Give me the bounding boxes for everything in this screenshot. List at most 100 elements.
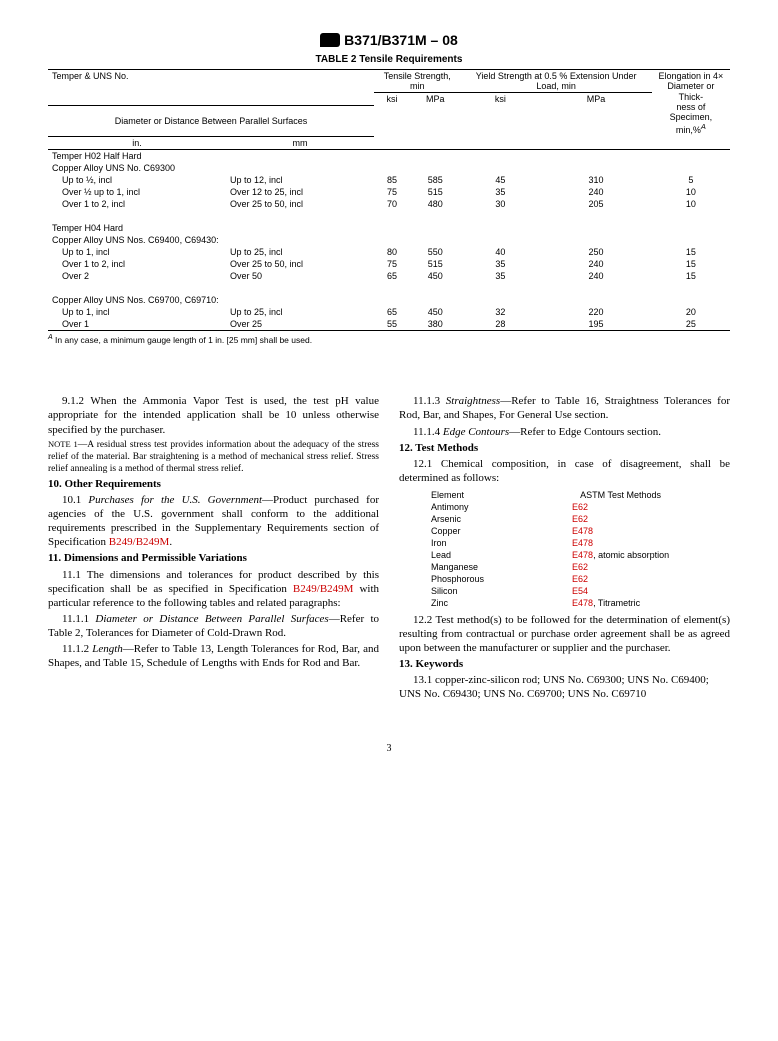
section-10: 10. Other Requirements <box>48 477 379 491</box>
cell-e: 10 <box>652 198 730 210</box>
cell-tk: 55 <box>374 318 410 331</box>
method-element: Manganese <box>423 561 492 573</box>
cell-mm: Over 25 <box>226 318 374 331</box>
cell-in: Up to 1, incl <box>48 246 226 258</box>
cell-e: 20 <box>652 306 730 318</box>
th-mpa1: MPa <box>410 93 460 106</box>
method-ref: E54 <box>492 585 677 597</box>
cell-ym: 240 <box>540 186 651 198</box>
method-link[interactable]: E62 <box>572 562 588 572</box>
cell-in: Over 1 to 2, incl <box>48 198 226 210</box>
p-12.2: 12.2 Test method(s) to be followed for t… <box>399 613 730 655</box>
method-link[interactable]: E478 <box>572 538 593 548</box>
method-element: Antimony <box>423 501 492 513</box>
table2-title: TABLE 2 Tensile Requirements <box>48 54 730 65</box>
p-11.1.1: 11.1.1 Diameter or Distance Between Para… <box>48 612 379 640</box>
link-b249-1[interactable]: B249/B249M <box>109 536 170 548</box>
method-element: Iron <box>423 537 492 549</box>
cell-tm: 515 <box>410 258 460 270</box>
cell-yk: 32 <box>460 306 540 318</box>
cell-in: Over 1 to 2, incl <box>48 258 226 270</box>
methods-h2: ASTM Test Methods <box>492 489 677 501</box>
method-element: Phosphorous <box>423 573 492 585</box>
th-elong: Elongation in 4× Diameter or Thick- ness… <box>652 70 730 137</box>
cell-tm: 550 <box>410 246 460 258</box>
cell-in: Over ½ up to 1, incl <box>48 186 226 198</box>
cell-in: Over 2 <box>48 270 226 282</box>
cell-mm: Up to 25, incl <box>226 306 374 318</box>
group-title: Temper H02 Half Hard <box>48 149 730 162</box>
cell-ym: 250 <box>540 246 651 258</box>
cell-tk: 70 <box>374 198 410 210</box>
method-ref: E478, Titrametric <box>492 597 677 609</box>
cell-mm: Over 25 to 50, incl <box>226 198 374 210</box>
th-mm: mm <box>226 136 374 149</box>
cell-mm: Over 50 <box>226 270 374 282</box>
cell-e: 15 <box>652 258 730 270</box>
group-subtitle: Copper Alloy UNS Nos. C69700, C69710: <box>48 294 730 306</box>
method-ref: E62 <box>492 501 677 513</box>
p-11.1.2: 11.1.2 Length—Refer to Table 13, Length … <box>48 642 379 670</box>
body-columns: 9.1.2 When the Ammonia Vapor Test is use… <box>48 394 730 703</box>
method-ref: E478, atomic absorption <box>492 549 677 561</box>
astm-logo <box>320 33 340 47</box>
method-link[interactable]: E478 <box>572 550 593 560</box>
method-ref: E62 <box>492 573 677 585</box>
cell-tm: 585 <box>410 174 460 186</box>
methods-table: ElementASTM Test Methods Antimony E62 Ars… <box>423 489 677 609</box>
cell-tk: 85 <box>374 174 410 186</box>
page-number: 3 <box>48 743 730 754</box>
cell-e: 15 <box>652 270 730 282</box>
method-link[interactable]: E62 <box>572 514 588 524</box>
cell-yk: 45 <box>460 174 540 186</box>
methods-h1: Element <box>423 489 492 501</box>
th-mpa2: MPa <box>540 93 651 106</box>
cell-tk: 65 <box>374 270 410 282</box>
section-12: 12. Test Methods <box>399 441 730 455</box>
cell-tk: 75 <box>374 186 410 198</box>
method-link[interactable]: E54 <box>572 586 588 596</box>
cell-mm: Over 12 to 25, incl <box>226 186 374 198</box>
cell-ym: 240 <box>540 270 651 282</box>
cell-tk: 65 <box>374 306 410 318</box>
cell-tm: 450 <box>410 270 460 282</box>
cell-yk: 35 <box>460 258 540 270</box>
method-link[interactable]: E478 <box>572 526 593 536</box>
cell-ym: 195 <box>540 318 651 331</box>
cell-yk: 35 <box>460 270 540 282</box>
p-11.1: 11.1 The dimensions and tolerances for p… <box>48 568 379 610</box>
cell-e: 10 <box>652 186 730 198</box>
cell-tm: 450 <box>410 306 460 318</box>
link-b249-2[interactable]: B249/B249M <box>293 583 354 595</box>
cell-yk: 40 <box>460 246 540 258</box>
cell-in: Up to ½, incl <box>48 174 226 186</box>
cell-tm: 380 <box>410 318 460 331</box>
th-diam: Diameter or Distance Between Parallel Su… <box>48 105 374 136</box>
th-temper: Temper & UNS No. <box>48 70 374 106</box>
cell-mm: Over 25 to 50, incl <box>226 258 374 270</box>
section-11: 11. Dimensions and Permissible Variation… <box>48 551 379 565</box>
p-10.1: 10.1 Purchases for the U.S. Government—P… <box>48 493 379 549</box>
cell-yk: 28 <box>460 318 540 331</box>
method-element: Silicon <box>423 585 492 597</box>
p-12.1: 12.1 Chemical composition, in case of di… <box>399 457 730 485</box>
group-subtitle: Copper Alloy UNS No. C69300 <box>48 162 730 174</box>
right-column: 11.1.3 Straightness—Refer to Table 16, S… <box>399 394 730 703</box>
p-11.1.4: 11.1.4 Edge Contours—Refer to Edge Conto… <box>399 425 730 439</box>
tensile-table: Temper & UNS No. Tensile Strength, min Y… <box>48 69 730 331</box>
doc-header: B371/B371M – 08 <box>48 32 730 48</box>
th-ksi2: ksi <box>460 93 540 106</box>
method-link[interactable]: E62 <box>572 574 588 584</box>
left-column: 9.1.2 When the Ammonia Vapor Test is use… <box>48 394 379 703</box>
group-title: Temper H04 Hard <box>48 222 730 234</box>
cell-e: 15 <box>652 246 730 258</box>
method-element: Arsenic <box>423 513 492 525</box>
cell-yk: 30 <box>460 198 540 210</box>
method-link[interactable]: E478 <box>572 598 593 608</box>
section-13: 13. Keywords <box>399 657 730 671</box>
cell-tk: 75 <box>374 258 410 270</box>
table2-footnote: A In any case, a minimum gauge length of… <box>48 334 730 345</box>
method-link[interactable]: E62 <box>572 502 588 512</box>
th-in: in. <box>48 136 226 149</box>
th-tensile: Tensile Strength, min <box>374 70 460 93</box>
